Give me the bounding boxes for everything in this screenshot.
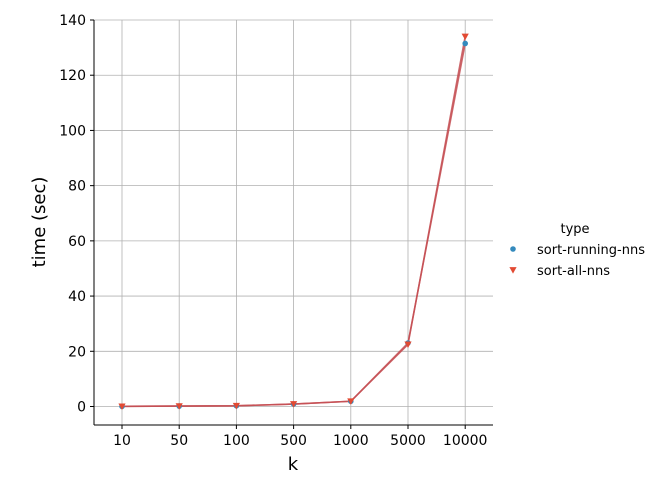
legend: type sort-running-nns sort-all-nns	[509, 222, 645, 279]
legend-marker-sort-all-nns	[509, 267, 517, 274]
x-tick-label: 1000	[333, 433, 369, 449]
legend-title: type	[560, 222, 589, 237]
grid-lines	[94, 19, 493, 425]
y-tick-label: 60	[68, 234, 86, 250]
x-tick-label: 10000	[443, 433, 488, 449]
y-ticks: 0 20 40 60 80 100 120 140	[59, 13, 94, 416]
legend-marker-sort-running-nns	[510, 246, 516, 252]
y-tick-label: 80	[68, 179, 86, 195]
y-tick-label: 140	[59, 13, 86, 29]
x-tick-label: 100	[223, 433, 250, 449]
x-tick-label: 50	[170, 433, 188, 449]
y-axis-label: time (sec)	[29, 177, 50, 268]
x-ticks: 10 50 100 500 1000 5000 10000	[113, 425, 487, 449]
y-tick-label: 20	[68, 344, 86, 360]
x-axis-label: k	[288, 454, 299, 475]
x-tick-label: 10	[113, 433, 131, 449]
legend-label-sort-running-nns: sort-running-nns	[537, 243, 645, 258]
data-point-sort-all-nns	[461, 33, 469, 41]
legend-label-sort-all-nns: sort-all-nns	[537, 264, 610, 279]
y-tick-label: 0	[77, 400, 86, 416]
legend-entries: sort-running-nns sort-all-nns	[509, 243, 645, 279]
data-point-sort-running-nns	[462, 40, 469, 47]
x-tick-label: 5000	[390, 433, 426, 449]
series-markers	[118, 33, 469, 410]
y-tick-label: 100	[59, 123, 86, 139]
data-point-sort-all-nns	[290, 401, 298, 408]
x-tick-label: 500	[280, 433, 307, 449]
data-point-sort-all-nns	[404, 341, 412, 348]
data-point-sort-all-nns	[232, 402, 240, 410]
data-point-sort-all-nns	[347, 398, 355, 405]
data-point-sort-all-nns	[118, 403, 126, 410]
y-tick-label: 120	[59, 68, 86, 84]
data-point-sort-all-nns	[175, 403, 183, 410]
y-tick-label: 40	[68, 289, 86, 305]
